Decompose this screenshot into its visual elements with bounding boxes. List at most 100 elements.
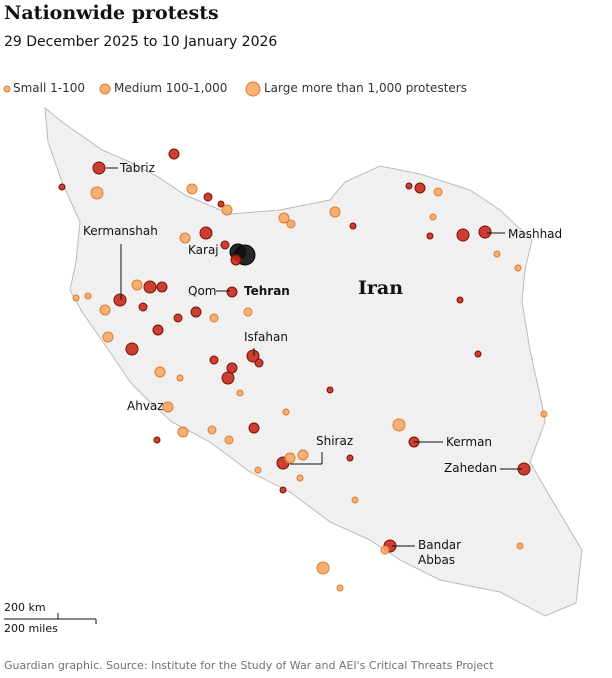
protest-dot (162, 401, 174, 413)
city-label: Shiraz (316, 434, 354, 448)
protest-dot (203, 192, 213, 202)
protest-dot (90, 186, 104, 200)
protest-dot (349, 222, 357, 230)
protest-dot (179, 232, 191, 244)
protest-dot (456, 228, 470, 242)
protest-dot (316, 561, 330, 575)
footer: Guardian graphic. Source: Institute for … (4, 659, 494, 672)
protest-dot (177, 426, 189, 438)
protest-dot (226, 362, 238, 374)
legend-dot (245, 81, 261, 97)
title: Nationwide protests (4, 2, 219, 24)
scale-km: 200 km (4, 601, 46, 614)
protest-dot (221, 204, 233, 216)
protest-dot (168, 148, 180, 160)
protest-dot (199, 226, 213, 240)
protest-dot (152, 324, 164, 336)
protest-dot (346, 454, 354, 462)
protest-dot (58, 183, 66, 191)
protest-dot (186, 183, 198, 195)
protest-dot (297, 449, 309, 461)
legend-dot (99, 83, 111, 95)
city-label: Zahedan (444, 461, 498, 475)
protest-dot (113, 293, 127, 307)
protest-dot (221, 371, 235, 385)
subtitle: 29 December 2025 to 10 January 2026 (4, 34, 278, 50)
iran-outline (44, 106, 583, 617)
legend-dot (3, 85, 11, 93)
city-label: Tabriz (120, 161, 155, 175)
protest-dot (248, 422, 260, 434)
city-label: Kerman (446, 435, 493, 449)
protest-dot (278, 212, 290, 224)
protest-dot (173, 313, 183, 323)
protest-dot (236, 389, 244, 397)
legend-large: Large more than 1,000 protesters (264, 81, 467, 95)
city-label: Tehran (244, 284, 290, 298)
protest-dot (143, 280, 157, 294)
protest-dot (254, 466, 262, 474)
protest-dot (514, 264, 522, 272)
city-label: Karaj (188, 243, 219, 257)
city-label: Isfahan (244, 330, 288, 344)
protest-dot (392, 418, 406, 432)
protest-dot (429, 213, 437, 221)
protest-dot (154, 366, 166, 378)
country-label: Iran (358, 277, 404, 299)
protest-dot (153, 436, 161, 444)
protest-dot (125, 342, 139, 356)
protest-dot (217, 200, 225, 208)
protest-dot (102, 331, 114, 343)
scale-miles: 200 miles (4, 622, 58, 635)
protest-dot (131, 279, 143, 291)
scale-bar (4, 613, 97, 624)
protest-dot (99, 304, 111, 316)
protest-dot (405, 182, 413, 190)
protest-dot (138, 302, 148, 312)
city-label: Mashhad (508, 227, 563, 241)
city-label: Kermanshah (83, 224, 158, 238)
protest-dot (176, 374, 184, 382)
protest-dot (329, 206, 341, 218)
protest-dot (493, 250, 501, 258)
protest-dot (220, 240, 230, 250)
protest-dot (351, 496, 359, 504)
protest-dot (456, 296, 464, 304)
protest-dot (326, 386, 334, 394)
protest-dot (296, 474, 304, 482)
protest-dot (243, 307, 253, 317)
protest-dot (540, 410, 548, 418)
protest-dot (282, 408, 290, 416)
protest-dot (190, 306, 202, 318)
city-label: Qom (188, 284, 217, 298)
protest-dot (254, 358, 264, 368)
protest-dot (279, 486, 287, 494)
protest-dot (286, 219, 296, 229)
legend-medium: Medium 100-1,000 (114, 81, 228, 95)
protest-dot (426, 232, 434, 240)
protest-dot (474, 350, 482, 358)
protest-dot (246, 349, 260, 363)
protest-dot (414, 182, 426, 194)
leader-lines (106, 167, 522, 547)
protest-dot (207, 425, 217, 435)
protest-dot (433, 187, 443, 197)
protest-dot (516, 542, 524, 550)
protest-dot (226, 286, 238, 298)
city-label: Ahvaz (127, 399, 164, 413)
protest-dot (209, 355, 219, 365)
protest-dot (336, 584, 344, 592)
protest-dot (478, 225, 492, 239)
protest-dot (72, 294, 80, 302)
protest-dot (84, 292, 92, 300)
protest-dot (209, 313, 219, 323)
protest-dot (92, 161, 106, 175)
protest-dot (230, 254, 242, 266)
legend-small: Small 1-100 (13, 81, 86, 95)
protest-dot (224, 435, 234, 445)
protest-dot (380, 545, 390, 555)
city-label: Bandar Abbas (418, 538, 462, 567)
protest-dot (284, 452, 296, 464)
